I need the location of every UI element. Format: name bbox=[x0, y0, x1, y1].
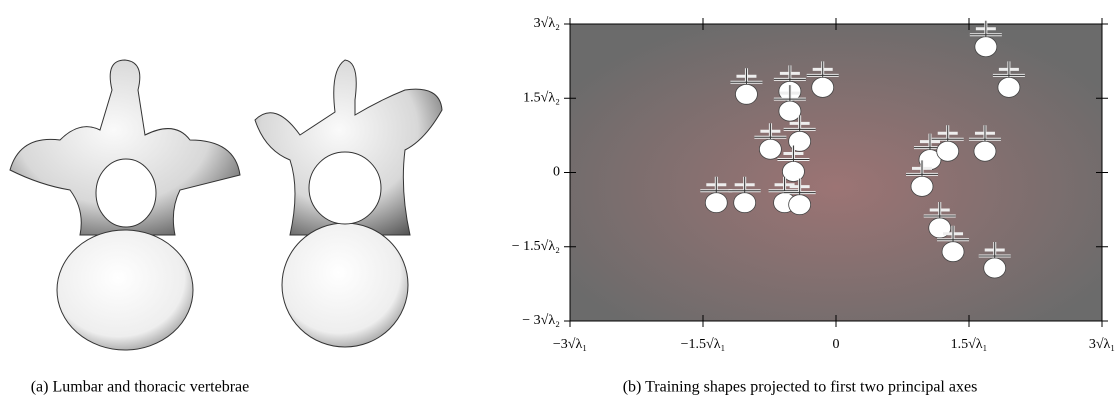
plot-background bbox=[570, 24, 1102, 321]
vertebra-glyph bbox=[978, 242, 1011, 279]
point bbox=[778, 100, 802, 122]
y-tick-label: 3√λ₂ bbox=[534, 16, 560, 31]
vertebra-glyph bbox=[806, 61, 839, 98]
caption: (a) Lumbar and thoracic vertebrae bbox=[31, 379, 250, 396]
lumbar-vertebra bbox=[9, 59, 241, 351]
y-tick-label: 0 bbox=[553, 165, 560, 180]
point bbox=[758, 138, 782, 160]
x-tick-label: 0 bbox=[833, 337, 840, 352]
x-tick-label: −3√λ₁ bbox=[553, 337, 587, 352]
vertebra-glyph bbox=[937, 225, 970, 263]
point bbox=[983, 257, 1007, 279]
vertebra-glyph bbox=[773, 85, 806, 122]
vertebra-glyph bbox=[969, 20, 1002, 58]
point bbox=[936, 140, 960, 162]
point bbox=[997, 76, 1021, 98]
point bbox=[974, 36, 998, 58]
point bbox=[788, 194, 812, 216]
point bbox=[910, 175, 934, 197]
point bbox=[704, 192, 728, 214]
thoracic-vertebra bbox=[254, 59, 443, 348]
vertebra-glyph bbox=[992, 61, 1025, 98]
point bbox=[811, 76, 835, 98]
point bbox=[735, 83, 758, 105]
y-tick-label: − 1.5√λ₂ bbox=[512, 239, 560, 254]
x-tick-label: 1.5√λ₁ bbox=[951, 337, 988, 352]
x-tick-label: 3√λ₁ bbox=[1089, 337, 1115, 352]
vertebra-glyph bbox=[931, 125, 964, 162]
vertebra-glyph bbox=[730, 68, 763, 105]
vertebra-glyph bbox=[754, 123, 787, 160]
vertebra-glyph bbox=[783, 115, 816, 152]
vertebra-glyph bbox=[777, 145, 810, 182]
vertebra-glyph bbox=[728, 176, 761, 214]
x-tick-label: −1.5√λ₁ bbox=[681, 337, 726, 352]
y-tick-label: 1.5√λ₂ bbox=[523, 90, 560, 105]
vertebra-glyph bbox=[783, 178, 816, 216]
point bbox=[941, 241, 965, 263]
y-tick-label: − 3√λ₂ bbox=[522, 313, 560, 328]
point bbox=[782, 161, 805, 182]
vertebra-glyph bbox=[906, 160, 939, 197]
point bbox=[733, 192, 757, 214]
point bbox=[973, 140, 997, 162]
caption: (b) Training shapes projected to first t… bbox=[623, 379, 978, 396]
vertebra-glyph bbox=[700, 176, 733, 214]
vertebra-glyph bbox=[968, 125, 1001, 162]
